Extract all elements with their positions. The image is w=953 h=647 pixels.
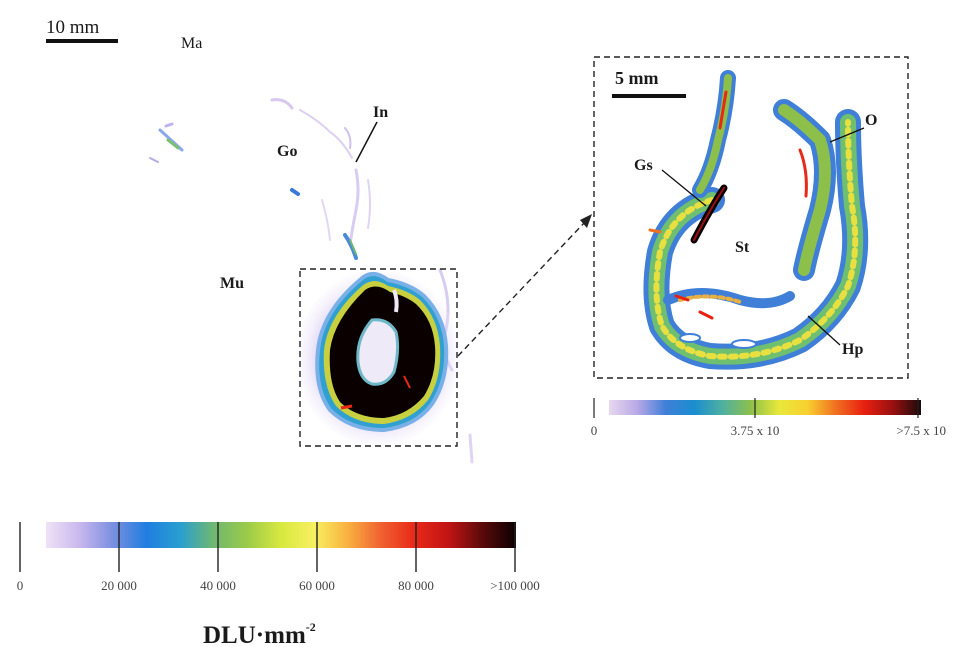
inset-colorbar-gradient [609,400,921,415]
main-colorbar-tick-label: 0 [17,578,24,593]
main-colorbar-tick-label: 80 000 [398,578,434,593]
pointer-hp [807,315,841,346]
left-panel: 10 mm Ma In Go Mu [46,17,592,464]
label-st: St [735,239,750,256]
inset-selection-box [299,268,458,447]
main-colorbar: 0 20 000 40 000 60 000 80 000 >100 000 DLU·mm… [17,522,540,647]
main-colorbar-gradient [46,522,516,548]
inset-scale-bar-label: 5 mm [615,68,659,88]
main-colorbar-tick-label: 40 000 [200,578,236,593]
inset-tissue [643,70,869,370]
main-colorbar-ticks: 0 20 000 40 000 60 000 80 000 >100 000 [17,522,540,593]
scale-bar-label: 10 mm [46,17,100,38]
zoom-connector-arrow [457,214,592,357]
pointer-in [355,121,378,163]
main-colorbar-tick-label: 20 000 [101,578,137,593]
label-mu: Mu [220,275,244,292]
pointer-o [829,127,865,143]
main-colorbar-tick-label: 60 000 [299,578,335,593]
stomach-lumen [356,318,400,386]
pointer-gs [661,169,707,207]
label-in: In [373,104,388,121]
inset-colorbar-tick-label: >7.5 x 10 [896,423,946,438]
inset-colorbar-tick-label: 0 [591,423,598,438]
stomach-dense-region [296,270,460,446]
inset-colorbar-ticks: 0 3.75 x 10 >7.5 x 10 [591,398,946,438]
inset-colorbar: 0 3.75 x 10 >7.5 x 10 [591,398,946,438]
label-go: Go [277,143,297,160]
label-ma: Ma [181,35,202,52]
label-gs: Gs [634,157,653,174]
inset-colorbar-tick-label: 3.75 x 10 [731,423,780,438]
main-colorbar-tick-label: >100 000 [490,578,540,593]
label-hp: Hp [842,341,863,358]
label-o: O [865,112,877,129]
inset-panel: 5 mm [591,56,946,438]
colorbar-unit-label: DLU·mm-2 [203,620,316,647]
